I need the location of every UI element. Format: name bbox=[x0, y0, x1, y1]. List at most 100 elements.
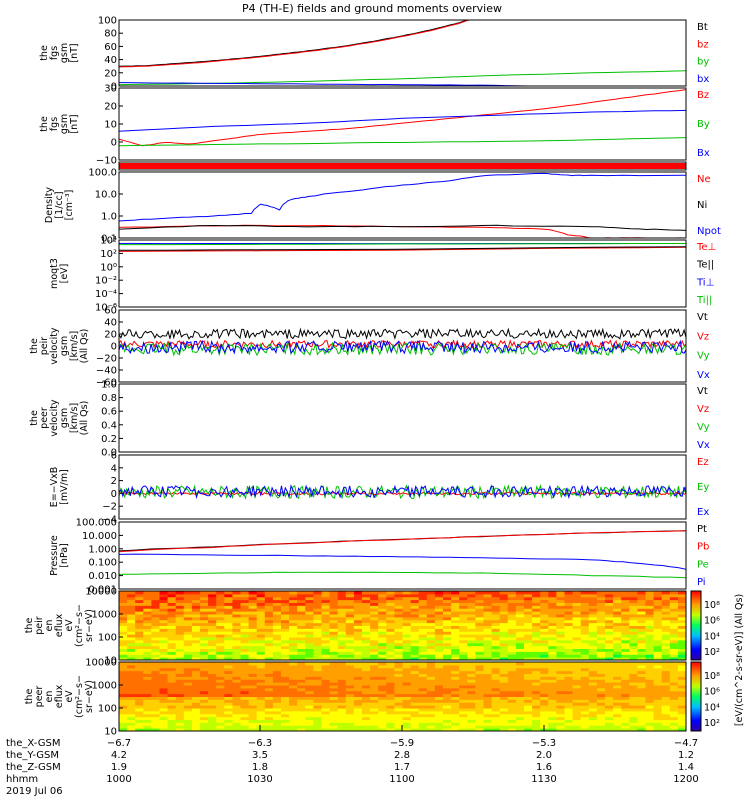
spectrogram-cell bbox=[224, 657, 233, 660]
spectrogram-cell bbox=[329, 591, 339, 595]
spectrogram-cell bbox=[645, 708, 655, 712]
spectrogram-cell bbox=[183, 722, 193, 726]
spectrogram-cell bbox=[596, 705, 606, 709]
spectrogram-cell bbox=[240, 622, 250, 626]
y-axis-label: [km/s] bbox=[69, 403, 80, 433]
spectrogram-cell bbox=[524, 593, 533, 598]
spectrogram-cell bbox=[637, 662, 646, 666]
spectrogram-cell bbox=[507, 596, 517, 601]
spectrogram-cell bbox=[580, 690, 590, 695]
spectrogram-cell bbox=[532, 719, 541, 723]
spectrogram-cell bbox=[475, 628, 484, 632]
spectrogram-cell bbox=[337, 591, 347, 595]
spectrogram-cell bbox=[426, 654, 436, 658]
spectrogram-cell bbox=[119, 637, 128, 641]
spectrogram-cell bbox=[216, 631, 225, 635]
spectrogram-cell bbox=[580, 657, 590, 660]
spectrogram-cell bbox=[289, 662, 298, 666]
spectrogram-cell bbox=[572, 602, 582, 606]
spectrogram-cell bbox=[540, 667, 549, 672]
spectrogram-cell bbox=[200, 602, 209, 606]
spectrogram-cell bbox=[232, 616, 241, 621]
spectrogram-cell bbox=[605, 722, 614, 726]
spectrogram-cell bbox=[451, 593, 460, 598]
spectrogram-cell bbox=[418, 602, 428, 606]
spectrogram-cell bbox=[232, 662, 241, 666]
spectrogram-cell bbox=[248, 719, 258, 723]
spectrogram-cell bbox=[637, 673, 646, 677]
spectrogram-cell bbox=[605, 725, 614, 729]
spectrogram-cell bbox=[159, 705, 169, 709]
spectrogram-cell bbox=[216, 596, 225, 601]
spectrogram-cell bbox=[661, 596, 671, 601]
spectrogram-cell bbox=[491, 639, 501, 644]
spectrogram-cell bbox=[289, 625, 298, 629]
spectrogram-cell bbox=[378, 628, 387, 632]
spectrogram-cell bbox=[637, 670, 646, 674]
spectrogram-cell bbox=[451, 667, 460, 672]
spectrogram-cell bbox=[661, 593, 671, 598]
spectrogram-cell bbox=[386, 690, 395, 695]
spectrogram-cell bbox=[159, 673, 169, 677]
spectrogram-cell bbox=[677, 710, 686, 715]
y-axis-label: the bbox=[29, 338, 40, 354]
spectrogram-cell bbox=[370, 676, 379, 680]
spectrogram-cell bbox=[248, 713, 258, 718]
spectrogram-cell bbox=[200, 591, 209, 595]
spectrogram-cell bbox=[264, 593, 274, 598]
spectrogram-cell bbox=[297, 611, 306, 615]
spectrogram-cell bbox=[208, 710, 217, 715]
spectrogram-cell bbox=[572, 705, 582, 709]
spectrogram-cell bbox=[135, 608, 144, 612]
spectrogram-cell bbox=[564, 657, 574, 660]
spectrogram-cell bbox=[443, 608, 452, 612]
y-axis-label: gsm bbox=[59, 114, 70, 134]
spectrogram-cell bbox=[548, 625, 557, 629]
spectrogram-cell bbox=[524, 596, 533, 601]
spectrogram-cell bbox=[305, 605, 314, 609]
spectrogram-cell bbox=[499, 608, 509, 612]
spectrogram-cell bbox=[653, 710, 663, 715]
spectrogram-cell bbox=[345, 667, 355, 672]
spectrogram-cell bbox=[564, 702, 574, 706]
spectrogram-cell bbox=[629, 622, 638, 626]
spectrogram-cell bbox=[507, 690, 517, 695]
spectrogram-cell bbox=[418, 673, 428, 677]
spectrogram-cell bbox=[605, 696, 614, 700]
spectrogram-cell bbox=[386, 593, 395, 598]
spectrogram-cell bbox=[362, 702, 371, 706]
spectrogram-cell bbox=[191, 634, 201, 638]
spectrogram-cell bbox=[248, 664, 258, 669]
spectrogram-cell bbox=[329, 619, 339, 624]
spectrogram-cell bbox=[313, 685, 322, 689]
spectrogram-cell bbox=[297, 722, 306, 726]
spectrogram-cell bbox=[183, 614, 193, 618]
spectrogram-cell bbox=[434, 602, 444, 606]
spectrogram-cell bbox=[637, 637, 646, 641]
spectrogram-cell bbox=[596, 710, 606, 715]
spectrogram-cell bbox=[353, 664, 363, 669]
spectrogram-cell bbox=[451, 725, 460, 729]
spectrogram-cell bbox=[629, 619, 638, 624]
spectrogram-cell bbox=[402, 651, 412, 655]
y-axis-label: [nT] bbox=[69, 114, 80, 133]
spectrogram-cell bbox=[305, 682, 314, 686]
spectrogram-cell bbox=[524, 664, 533, 669]
spectrogram-cell bbox=[119, 639, 128, 644]
spectrogram-cell bbox=[669, 631, 679, 635]
spectrogram-cell bbox=[459, 690, 468, 695]
spectrogram-cell bbox=[151, 593, 160, 598]
spectrogram-cell bbox=[596, 628, 606, 632]
spectrogram-cell bbox=[588, 676, 598, 680]
spectrogram-cell bbox=[402, 708, 412, 712]
spectrogram-cell bbox=[240, 645, 250, 649]
spectrogram-cell bbox=[337, 699, 347, 703]
spectrogram-cell bbox=[135, 651, 144, 655]
spectrogram bbox=[119, 662, 686, 731]
spectrogram-cell bbox=[499, 645, 509, 649]
spectrogram-cell bbox=[313, 667, 322, 672]
spectrogram-cell bbox=[305, 611, 314, 615]
spectrogram-cell bbox=[443, 682, 452, 686]
spectrogram-cell bbox=[524, 611, 533, 615]
